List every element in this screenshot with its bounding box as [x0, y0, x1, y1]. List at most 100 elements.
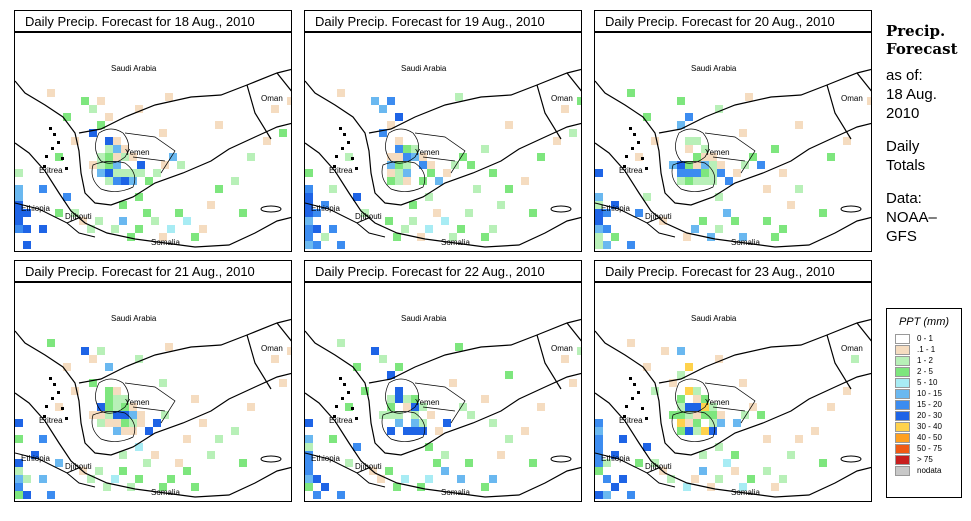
precip-cell: [379, 129, 387, 137]
precip-cell: [127, 233, 135, 241]
precip-cell: [313, 225, 321, 233]
precip-cell: [105, 363, 113, 371]
forecast-map: Saudi Arabia Oman Yemen Eritrea Ethiopia Djib…: [304, 282, 582, 502]
precip-cell: [177, 161, 185, 169]
precip-cell: [701, 145, 709, 153]
precip-cell: [481, 483, 489, 491]
governorate-outline: [381, 161, 426, 192]
precip-cell: [715, 355, 723, 363]
precip-cell: [763, 217, 771, 225]
precip-cell: [353, 363, 361, 371]
precip-cell: [121, 411, 129, 419]
forecast-map: Saudi Arabia Oman Yemen Eritrea Ethiopia Djib…: [594, 32, 872, 252]
precip-cell: [305, 435, 313, 443]
precip-cell: [481, 233, 489, 241]
precip-cell: [693, 153, 701, 161]
precip-cell: [55, 459, 63, 467]
precip-cell: [121, 427, 129, 435]
precip-cell: [701, 169, 709, 177]
border-ethiopia: [595, 452, 662, 474]
precip-cell: [701, 411, 709, 419]
precip-cell: [435, 177, 443, 185]
border-djibouti: [356, 222, 386, 238]
precip-cell: [167, 225, 175, 233]
island-mark: [43, 165, 46, 168]
precip-cell: [159, 233, 167, 241]
precip-cell: [393, 483, 401, 491]
island-mark: [629, 377, 632, 380]
governorate-outline: [671, 411, 716, 442]
governorate-outline: [671, 161, 716, 192]
island-mark: [625, 155, 628, 158]
precip-cell: [121, 419, 129, 427]
precip-cell: [305, 475, 313, 483]
island-mark: [641, 157, 644, 160]
border-saudi-yemen: [658, 318, 871, 384]
precip-cell: [733, 169, 741, 177]
precip-grid: [305, 89, 581, 249]
island-mark: [343, 383, 346, 386]
island-mark: [49, 377, 52, 380]
governorate-outline: [91, 161, 136, 192]
precip-cell: [129, 411, 137, 419]
precip-cell: [15, 475, 23, 483]
country-label-ethiopia: Ethiopia: [311, 454, 340, 463]
precip-cell: [419, 161, 427, 169]
precip-cell: [521, 177, 529, 185]
coastline: [15, 80, 291, 206]
precip-cell: [119, 467, 127, 475]
precip-cell: [693, 169, 701, 177]
precip-cell: [709, 411, 717, 419]
governorate-lines: [671, 128, 756, 192]
precip-cell: [643, 363, 651, 371]
island-mark: [633, 133, 636, 136]
precip-cell: [411, 411, 419, 419]
legend-label: nodata: [917, 466, 942, 475]
country-label-oman: Oman: [841, 344, 863, 353]
precip-cell: [395, 113, 403, 121]
precip-cell: [39, 225, 47, 233]
precip-cell: [143, 459, 151, 467]
precip-cell: [553, 137, 561, 145]
precip-cell: [419, 427, 427, 435]
legend-swatch: [895, 389, 910, 399]
precip-cell: [619, 435, 627, 443]
precip-cell: [677, 347, 685, 355]
precip-cell: [361, 209, 369, 217]
precip-cell: [23, 475, 31, 483]
country-label-eritrea: Eritrea: [39, 416, 63, 425]
precip-cell: [105, 113, 113, 121]
precip-cell: [717, 161, 725, 169]
precip-cell: [457, 475, 465, 483]
precip-cell: [451, 161, 459, 169]
governorate-lines: [671, 378, 756, 442]
precip-cell: [159, 379, 167, 387]
precip-cell: [595, 459, 603, 467]
precip-cell: [97, 161, 105, 169]
precip-cell: [137, 411, 145, 419]
precip-cell: [677, 169, 685, 177]
precip-cell: [15, 459, 23, 467]
island-mark: [629, 127, 632, 130]
precip-cell: [749, 153, 757, 161]
island-mark: [347, 391, 350, 394]
africa-coastline: [15, 392, 291, 498]
governorate-outline: [91, 411, 136, 442]
precip-grid: [15, 89, 291, 249]
border-djibouti: [356, 472, 386, 488]
legend-item: .1 - 1: [895, 344, 961, 355]
precip-cell: [215, 185, 223, 193]
precip-cell: [715, 225, 723, 233]
precip-cell: [395, 145, 403, 153]
precip-cell: [313, 241, 321, 249]
precip-cell: [715, 105, 723, 113]
precip-cell: [159, 483, 167, 491]
border-saudi-yemen: [78, 68, 291, 134]
precip-cell: [395, 387, 403, 395]
precip-cell: [183, 217, 191, 225]
precip-cell: [669, 379, 677, 387]
island-mark: [633, 383, 636, 386]
precip-cell: [395, 137, 403, 145]
precip-cell: [595, 435, 603, 443]
legend-item: 0 - 1: [895, 333, 961, 344]
